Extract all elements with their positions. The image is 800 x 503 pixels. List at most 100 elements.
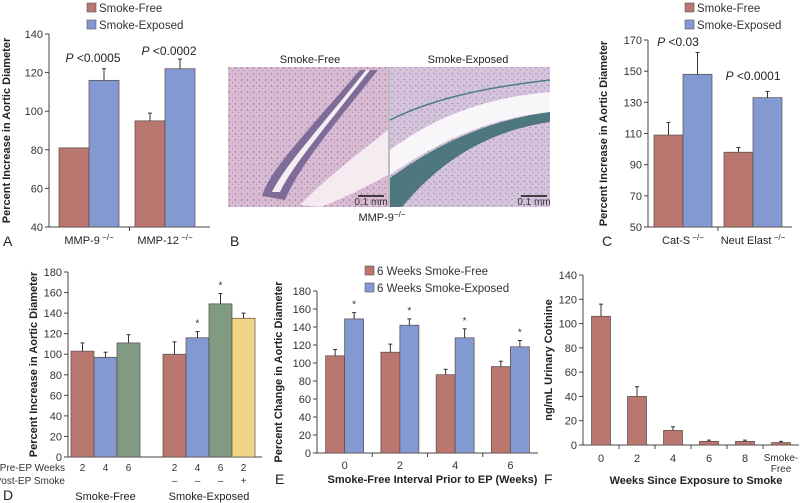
bar-smoke-exposed — [208, 303, 233, 458]
panel-letter: E — [275, 471, 284, 487]
bar-smoke-free — [58, 147, 90, 228]
significance-star: * — [196, 319, 200, 330]
histology-left-title: Smoke-Free — [280, 54, 341, 66]
significance-star: * — [463, 316, 467, 327]
bar-smoke-exposed — [752, 97, 783, 228]
pre-ep-weeks-value: 4 — [103, 463, 109, 474]
legend-label: Smoke-Free — [99, 3, 162, 15]
bar-6-weeks-smoke-free — [491, 366, 511, 454]
post-ep-smoke-value: – — [172, 476, 178, 487]
x-tick-label: Smoke- — [764, 453, 798, 464]
y-tick-label: 180 — [293, 286, 311, 298]
significance-star: * — [352, 300, 356, 311]
legend-swatch — [684, 19, 695, 30]
group-label: Smoke-Free — [75, 491, 136, 503]
y-tick-label: 80 — [565, 343, 577, 355]
legend-swatch — [364, 265, 375, 276]
y-tick-label: 20 — [565, 416, 577, 428]
y-tick-label: 0 — [56, 452, 62, 464]
legend-label: Smoke-Free — [697, 3, 760, 15]
legend-label: 6 Weeks Smoke-Free — [377, 266, 488, 278]
chart-d: 0 20 40 60 80 100 120 140 160 180 Percent Increase… — [0, 267, 262, 503]
y-tick-label: 160 — [44, 288, 62, 300]
y-tick-label: 120 — [559, 294, 577, 306]
bar-smoke-exposed — [231, 317, 256, 458]
y-tick-label: 140 — [44, 308, 62, 320]
y-axis-label: Percent Increase in Aortic Diameter — [598, 40, 610, 226]
x-tick-label: Free — [771, 464, 792, 475]
significance-star: * — [219, 281, 223, 292]
bar-smoke-exposed — [88, 79, 120, 228]
x-tick-label: 6 — [507, 460, 513, 472]
legend-label: 6 Weeks Smoke-Exposed — [377, 283, 509, 295]
panel-letter: C — [602, 233, 612, 249]
significance-star: * — [518, 328, 522, 339]
x-tick-label: 4 — [452, 460, 458, 472]
y-tick-label: 100 — [293, 358, 311, 370]
bar-smoke-free — [70, 350, 95, 458]
x-tick-label: 6 — [706, 453, 712, 465]
histology-image-smoke-exposed — [389, 67, 551, 207]
group-label: Smoke-Exposed — [169, 491, 250, 503]
p-value-annotation: P <0.03 — [657, 35, 699, 49]
legend-swatch — [684, 2, 695, 13]
bar-smoke-free — [723, 151, 754, 228]
legend-swatch — [86, 19, 97, 30]
row-label-pre-ep-weeks: Pre-EP Weeks — [0, 463, 65, 474]
p-value-annotation: P <0.0001 — [725, 69, 780, 83]
y-tick-label: 60 — [31, 183, 43, 195]
x-tick-label: 2 — [634, 453, 640, 465]
y-tick-label: 140 — [25, 29, 43, 41]
bar-6-weeks-smoke-free — [435, 374, 456, 454]
chart-c: 50 70 90 110 130 150 170 Percent Increase in Ao… — [598, 2, 792, 249]
bar-smoke-free — [93, 356, 118, 458]
bar-smoke-exposed — [162, 353, 187, 458]
y-tick-label: 60 — [565, 367, 577, 379]
x-tick-label: 0 — [342, 460, 348, 472]
x-axis-label: Smoke-Free Interval Prior to EP (Weeks) — [328, 474, 538, 486]
y-tick-label: 100 — [25, 106, 43, 118]
y-tick-label: 180 — [44, 267, 62, 279]
y-tick-label: 170 — [624, 35, 642, 47]
panel-letter: F — [544, 471, 553, 487]
y-tick-label: 70 — [630, 191, 642, 203]
x-category-label: Cat-S −/− — [662, 233, 704, 247]
y-tick-label: 40 — [31, 222, 43, 234]
y-tick-label: 150 — [624, 66, 642, 78]
pre-ep-weeks-value: 4 — [195, 463, 201, 474]
y-axis-label: Percent Increase in Aortic Diameter — [1, 37, 13, 223]
y-axis-label: Percent Increase in Aortic Diameter — [28, 271, 40, 457]
bar-smoke-exposed — [682, 73, 713, 228]
p-value-annotation: P <0.0002 — [141, 44, 196, 58]
y-tick-label: 40 — [565, 391, 577, 403]
bar-smoke-free — [116, 342, 141, 458]
x-tick-label: 0 — [598, 453, 604, 465]
bar-cotinine — [699, 441, 719, 446]
y-tick-label: 90 — [630, 160, 642, 172]
legend-swatch — [364, 282, 375, 293]
pre-ep-weeks-value: 6 — [126, 463, 132, 474]
y-tick-label: 80 — [50, 370, 62, 382]
bar-6-weeks-smoke-free — [325, 355, 345, 454]
panel-b-letter: B — [230, 233, 239, 249]
y-tick-label: 50 — [630, 222, 642, 234]
y-tick-label: 60 — [299, 394, 311, 406]
scale-bar-left-label: 0.1 mm — [354, 197, 387, 208]
pre-ep-weeks-value: 2 — [80, 463, 86, 474]
histology-image-smoke-free — [228, 67, 388, 207]
legend-label: Smoke-Exposed — [697, 20, 781, 32]
bar-cotinine — [771, 442, 791, 446]
y-tick-label: 140 — [293, 322, 311, 334]
scale-bar-right-label: 0.1 mm — [517, 197, 550, 208]
panel-letter: A — [3, 233, 13, 249]
y-tick-label: 110 — [624, 129, 642, 141]
x-axis-label: Weeks Since Exposure to Smoke — [610, 475, 783, 487]
y-tick-label: 100 — [559, 319, 577, 331]
y-tick-label: 120 — [25, 68, 43, 80]
y-tick-label: 0 — [571, 440, 577, 452]
bar-cotinine — [735, 441, 755, 446]
bar-6-weeks-smoke-exposed — [454, 337, 475, 454]
